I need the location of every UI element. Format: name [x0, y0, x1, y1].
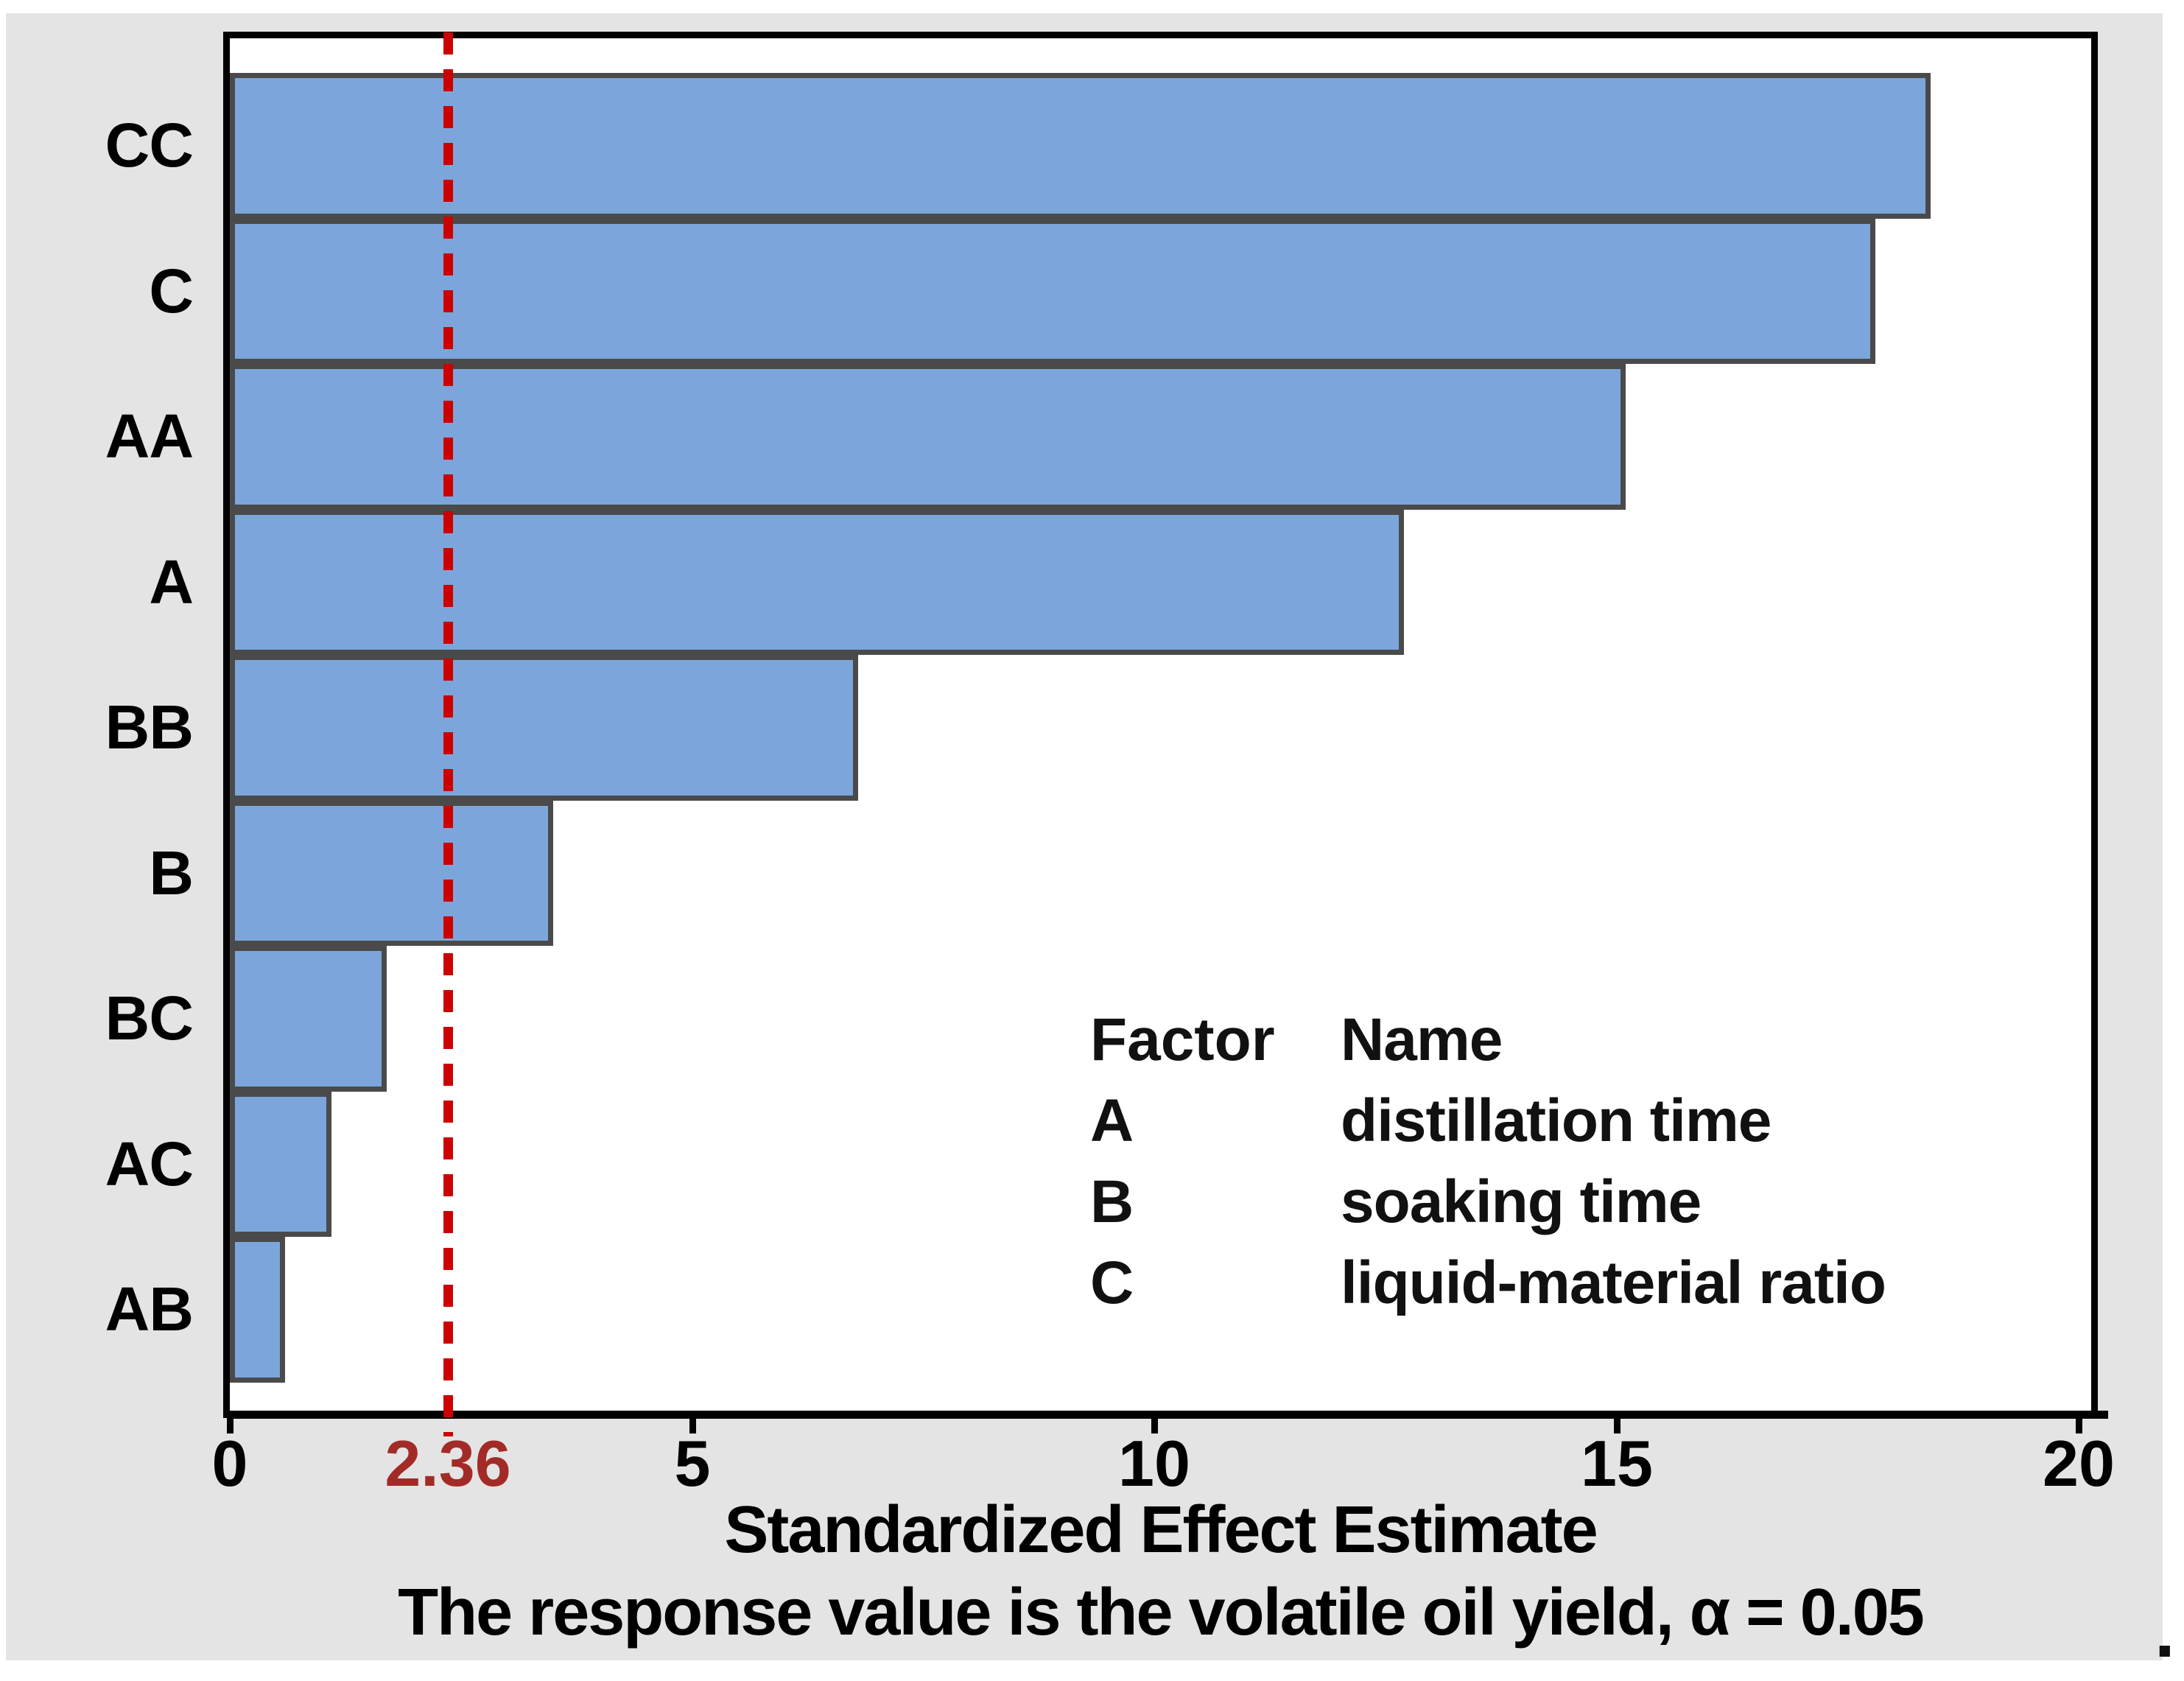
legend-header-factor: Factor	[1090, 1006, 1275, 1073]
x-axis-line	[228, 1411, 2108, 1419]
footnote-period: .	[2155, 1590, 2175, 1673]
bar-B	[230, 800, 553, 946]
y-axis-label-AC: AC	[105, 1129, 194, 1199]
legend-item-A-factor: A	[1090, 1087, 1134, 1154]
bars-layer	[230, 38, 2091, 1411]
legend-header: Factor Name	[1090, 1003, 2092, 1077]
bar-C	[230, 218, 1875, 364]
reference-value-label: 2.36	[385, 1427, 511, 1500]
x-tick-label-0: 0	[211, 1427, 248, 1500]
bar-AC	[230, 1091, 331, 1237]
legend-header-name: Name	[1341, 1006, 1503, 1073]
reference-line	[443, 32, 453, 1436]
bar-BB	[230, 655, 858, 801]
chart-caption: The response value is the volatile oil y…	[398, 1576, 1925, 1649]
legend-item-B-factor: B	[1090, 1168, 1134, 1235]
y-axis-label-A: A	[149, 547, 194, 617]
x-tick-label-10: 10	[1118, 1427, 1190, 1500]
legend-item-C-name: liquid-material ratio	[1341, 1249, 1886, 1316]
y-axis-label-AA: AA	[105, 401, 194, 471]
x-tick-15	[1614, 1411, 1621, 1433]
x-tick-label-20: 20	[2043, 1427, 2115, 1500]
x-tick-20	[2076, 1411, 2082, 1433]
x-tick-5	[689, 1411, 696, 1433]
bar-CC	[230, 73, 1931, 219]
x-axis-title: Standardized Effect Estimate	[724, 1493, 1598, 1567]
x-tick-label-5: 5	[674, 1427, 711, 1500]
y-axis-label-AB: AB	[105, 1274, 194, 1344]
bar-AB	[230, 1237, 285, 1383]
y-axis-label-CC: CC	[105, 110, 194, 180]
bar-A	[230, 509, 1404, 655]
x-tick-0	[227, 1411, 234, 1433]
bar-AA	[230, 364, 1626, 510]
y-axis-label-BB: BB	[105, 692, 194, 762]
x-tick-10	[1151, 1411, 1158, 1433]
y-axis-label-B: B	[149, 838, 194, 908]
x-tick-label-15: 15	[1581, 1427, 1653, 1500]
legend-item-A-name: distillation time	[1341, 1087, 1772, 1154]
y-axis-label-C: C	[149, 256, 194, 326]
bar-BC	[230, 946, 387, 1092]
legend-item-C-factor: C	[1090, 1249, 1134, 1316]
legend-item-B-name: soaking time	[1341, 1168, 1702, 1235]
y-axis-label-BC: BC	[105, 983, 194, 1053]
